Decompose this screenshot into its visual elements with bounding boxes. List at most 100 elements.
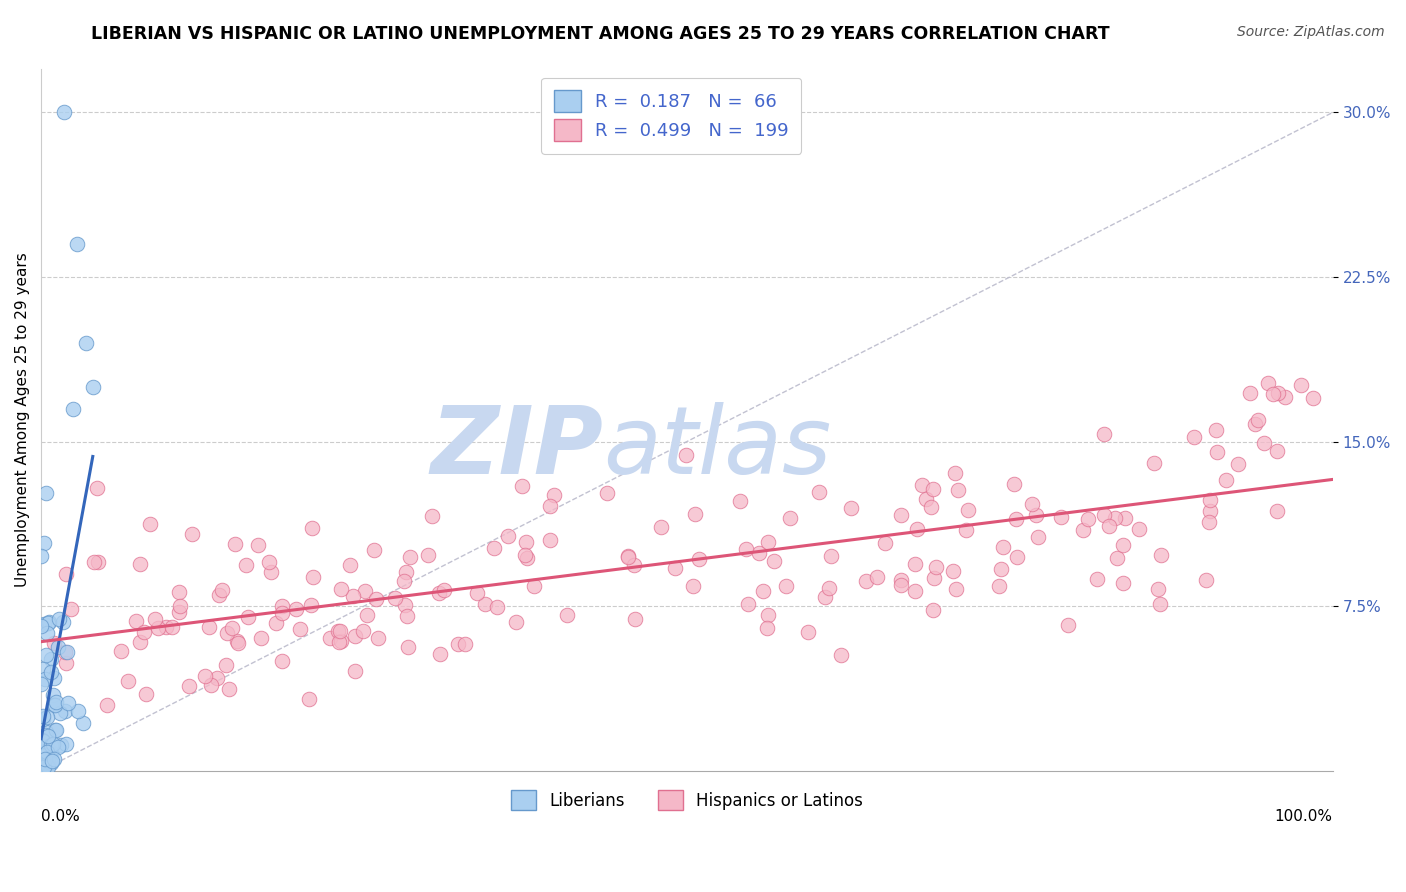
- Point: [1143, 456, 1166, 470]
- Point: [1199, 492, 1222, 507]
- Point: [505, 615, 527, 629]
- Point: [343, 629, 366, 643]
- Point: [921, 603, 943, 617]
- Point: [1205, 423, 1227, 437]
- Point: [155, 620, 177, 634]
- Point: [39, 738, 62, 752]
- Point: [128, 557, 150, 571]
- Point: [32, 759, 55, 773]
- Point: [920, 500, 942, 515]
- Point: [34, 752, 56, 766]
- Point: [433, 583, 456, 598]
- Point: [32, 617, 55, 632]
- Point: [55, 656, 77, 670]
- Point: [735, 541, 758, 556]
- Point: [35, 756, 58, 771]
- Point: [395, 609, 418, 624]
- Point: [482, 541, 505, 556]
- Point: [35, 745, 58, 759]
- Point: [48, 612, 70, 626]
- Point: [53, 704, 76, 718]
- Point: [756, 607, 779, 622]
- Point: [125, 614, 148, 628]
- Point: [53, 645, 76, 659]
- Point: [830, 648, 852, 662]
- Point: [46, 740, 69, 755]
- Point: [284, 601, 307, 615]
- Point: [208, 588, 231, 602]
- Point: [51, 615, 73, 629]
- Point: [1028, 530, 1050, 544]
- Point: [31, 741, 53, 756]
- Point: [820, 549, 842, 563]
- Point: [179, 679, 201, 693]
- Point: [1289, 378, 1312, 392]
- Point: [41, 754, 63, 768]
- Point: [221, 621, 243, 635]
- Point: [1021, 497, 1043, 511]
- Point: [1274, 391, 1296, 405]
- Point: [1227, 457, 1250, 471]
- Point: [905, 522, 928, 536]
- Point: [218, 681, 240, 696]
- Y-axis label: Unemployment Among Ages 25 to 29 years: Unemployment Among Ages 25 to 29 years: [15, 252, 30, 587]
- Point: [37, 753, 59, 767]
- Point: [728, 493, 751, 508]
- Point: [45, 723, 67, 738]
- Point: [454, 637, 477, 651]
- Point: [523, 579, 546, 593]
- Point: [271, 606, 294, 620]
- Point: [955, 523, 977, 537]
- Point: [1244, 417, 1267, 431]
- Point: [1002, 476, 1025, 491]
- Point: [32, 662, 55, 676]
- Point: [226, 634, 249, 648]
- Point: [181, 527, 204, 541]
- Text: ZIP: ZIP: [430, 401, 603, 493]
- Point: [808, 484, 831, 499]
- Point: [1302, 392, 1324, 406]
- Point: [596, 485, 619, 500]
- Point: [1005, 549, 1028, 564]
- Point: [496, 529, 519, 543]
- Point: [266, 615, 288, 630]
- Point: [990, 562, 1012, 576]
- Point: [48, 706, 70, 721]
- Point: [1025, 508, 1047, 522]
- Point: [1263, 387, 1285, 401]
- Point: [38, 615, 60, 629]
- Point: [1071, 523, 1094, 537]
- Point: [319, 632, 342, 646]
- Point: [392, 574, 415, 588]
- Point: [270, 654, 292, 668]
- Point: [32, 536, 55, 550]
- Point: [512, 479, 534, 493]
- Point: [988, 579, 1011, 593]
- Point: [384, 591, 406, 605]
- Point: [1087, 572, 1109, 586]
- Point: [873, 536, 896, 550]
- Point: [44, 672, 66, 686]
- Point: [86, 482, 108, 496]
- Point: [31, 761, 53, 775]
- Point: [1265, 444, 1288, 458]
- Point: [427, 586, 450, 600]
- Point: [839, 501, 862, 516]
- Point: [30, 619, 52, 633]
- Point: [35, 648, 58, 662]
- Point: [1104, 510, 1126, 524]
- Point: [260, 566, 283, 580]
- Point: [75, 335, 97, 350]
- Point: [796, 625, 818, 640]
- Point: [42, 688, 65, 702]
- Point: [42, 635, 65, 649]
- Point: [890, 508, 912, 523]
- Point: [146, 621, 169, 635]
- Point: [1005, 512, 1028, 526]
- Point: [37, 760, 59, 774]
- Point: [30, 760, 52, 774]
- Point: [194, 669, 217, 683]
- Point: [58, 696, 80, 710]
- Point: [87, 555, 110, 569]
- Point: [752, 583, 775, 598]
